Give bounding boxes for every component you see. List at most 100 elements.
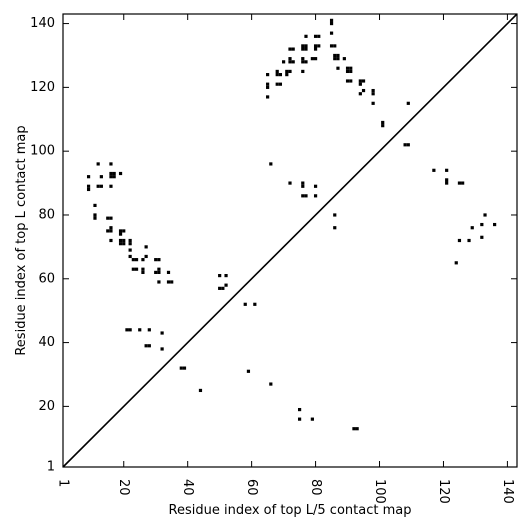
contact-point-upper bbox=[361, 79, 366, 83]
contact-point-upper bbox=[329, 44, 334, 48]
contact-point-upper bbox=[333, 57, 337, 61]
x-tick-label: 1 bbox=[56, 479, 71, 487]
y-tick-label: 1 bbox=[47, 460, 55, 475]
x-tick-label: 20 bbox=[116, 479, 131, 496]
contact-point-upper bbox=[336, 57, 340, 61]
contact-point-lower bbox=[480, 222, 484, 227]
contact-point-lower bbox=[141, 267, 145, 271]
contact-point-upper bbox=[361, 88, 366, 93]
contact-point-lower bbox=[224, 283, 228, 287]
contact-point-upper bbox=[358, 92, 362, 96]
contact-point-upper bbox=[371, 101, 375, 105]
x-tick-label: 100 bbox=[372, 479, 387, 504]
contact-point-lower bbox=[144, 254, 148, 259]
y-tick-label: 140 bbox=[30, 16, 55, 31]
contact-point-upper bbox=[275, 73, 279, 77]
contact-point-lower bbox=[147, 328, 151, 332]
contact-point-upper bbox=[278, 73, 283, 77]
contact-point-lower bbox=[112, 171, 116, 176]
contact-point-lower bbox=[457, 238, 462, 243]
contact-point-upper bbox=[310, 57, 314, 61]
contact-point-lower bbox=[125, 328, 129, 332]
y-tick-label: 60 bbox=[38, 271, 55, 286]
contact-point-lower bbox=[93, 216, 97, 220]
contact-point-upper bbox=[345, 79, 350, 83]
contact-point-upper bbox=[301, 60, 305, 64]
contact-point-upper bbox=[304, 44, 308, 48]
x-tick-label: 120 bbox=[436, 479, 451, 504]
contact-point-lower bbox=[144, 344, 148, 348]
contact-point-upper bbox=[304, 47, 308, 51]
contact-point-lower bbox=[313, 194, 318, 198]
contact-point-lower bbox=[157, 270, 161, 274]
contact-point-upper bbox=[345, 66, 350, 70]
y-tick-label: 100 bbox=[30, 144, 55, 159]
contact-point-lower bbox=[288, 181, 292, 185]
contact-point-upper bbox=[288, 60, 292, 64]
contact-point-lower bbox=[118, 232, 123, 236]
contact-point-lower bbox=[166, 280, 171, 284]
contact-point-lower bbox=[224, 273, 228, 278]
y-axis-label: Residue index of top L contact map bbox=[14, 125, 29, 355]
x-tick-label: 140 bbox=[500, 479, 515, 504]
contact-point-lower bbox=[218, 286, 222, 290]
contact-point-upper bbox=[336, 66, 340, 70]
contact-point-lower bbox=[352, 427, 356, 431]
contact-point-lower bbox=[480, 235, 484, 239]
contact-point-lower bbox=[109, 175, 113, 179]
contact-point-upper bbox=[313, 47, 318, 51]
y-tick-label: 80 bbox=[38, 207, 55, 222]
contact-point-upper bbox=[358, 82, 362, 86]
contact-point-lower bbox=[109, 216, 113, 220]
contact-point-lower bbox=[144, 245, 148, 249]
contact-point-upper bbox=[371, 88, 375, 93]
contact-point-upper bbox=[288, 57, 292, 61]
contact-point-lower bbox=[109, 162, 113, 166]
contact-point-lower bbox=[445, 178, 449, 182]
contact-point-lower bbox=[118, 238, 123, 243]
contact-point-lower bbox=[445, 168, 449, 172]
contact-point-lower bbox=[406, 101, 410, 105]
contact-point-upper bbox=[304, 34, 308, 38]
x-tick-label: 80 bbox=[308, 479, 323, 496]
contact-point-lower bbox=[182, 366, 187, 370]
contact-point-lower bbox=[118, 242, 123, 246]
contact-point-lower bbox=[99, 175, 103, 179]
contact-point-upper bbox=[301, 44, 305, 48]
contact-point-lower bbox=[86, 187, 91, 192]
contact-point-lower bbox=[109, 171, 113, 176]
contact-point-lower bbox=[301, 184, 305, 188]
contact-point-lower bbox=[170, 280, 174, 284]
contact-point-lower bbox=[381, 120, 385, 125]
contact-point-lower bbox=[131, 258, 135, 262]
contact-point-lower bbox=[483, 213, 487, 217]
contact-point-upper bbox=[288, 47, 292, 51]
contact-point-lower bbox=[221, 286, 225, 290]
contact-point-lower bbox=[99, 184, 103, 188]
contact-point-lower bbox=[297, 407, 302, 412]
contact-point-upper bbox=[282, 60, 286, 64]
contact-point-lower bbox=[134, 258, 139, 262]
contact-point-lower bbox=[333, 213, 337, 217]
contact-point-lower bbox=[403, 143, 407, 147]
contact-point-lower bbox=[166, 270, 171, 274]
contact-point-lower bbox=[160, 331, 164, 335]
contact-point-lower bbox=[96, 162, 100, 166]
contact-point-lower bbox=[218, 273, 222, 278]
contact-point-lower bbox=[134, 267, 139, 271]
contact-point-lower bbox=[118, 229, 123, 233]
contact-point-lower bbox=[457, 181, 462, 185]
contact-point-lower bbox=[301, 194, 305, 198]
contact-point-lower bbox=[454, 261, 458, 265]
contact-point-lower bbox=[112, 175, 116, 179]
contact-point-lower bbox=[122, 242, 126, 246]
contact-point-upper bbox=[275, 69, 279, 74]
contact-point-lower bbox=[106, 216, 110, 220]
contact-point-lower bbox=[355, 427, 359, 431]
x-tick-label: 60 bbox=[244, 479, 259, 496]
contact-point-lower bbox=[310, 417, 314, 421]
contact-point-lower bbox=[122, 238, 126, 243]
contact-point-lower bbox=[198, 388, 203, 393]
